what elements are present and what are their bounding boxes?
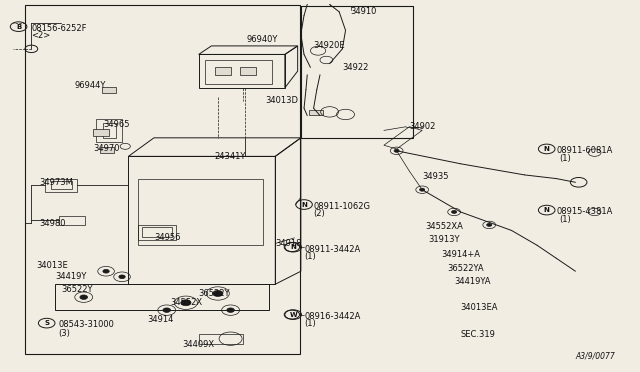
Circle shape	[163, 308, 171, 312]
Text: 34914: 34914	[148, 315, 174, 324]
Circle shape	[103, 269, 109, 273]
Text: 34419YA: 34419YA	[454, 277, 491, 286]
Circle shape	[394, 149, 399, 152]
Circle shape	[119, 275, 125, 279]
Text: 36522Y: 36522Y	[61, 285, 93, 294]
Text: (1): (1)	[304, 252, 316, 261]
Circle shape	[486, 224, 492, 227]
Text: <2>: <2>	[31, 31, 51, 41]
Text: 08911-1062G: 08911-1062G	[314, 202, 371, 211]
Text: 08911-3442A: 08911-3442A	[304, 244, 360, 253]
Text: 36522Y: 36522Y	[198, 289, 230, 298]
Text: 34910: 34910	[351, 7, 377, 16]
Bar	[51, 181, 72, 189]
Bar	[143, 227, 172, 237]
Bar	[308, 110, 323, 115]
Text: (3): (3)	[58, 328, 70, 338]
Text: 34935: 34935	[422, 172, 449, 181]
Text: 31913Y: 31913Y	[429, 235, 460, 244]
Bar	[103, 123, 116, 138]
Circle shape	[212, 291, 223, 296]
Text: (2): (2)	[314, 209, 325, 218]
Circle shape	[180, 300, 191, 306]
Text: 34013D: 34013D	[266, 96, 299, 105]
Text: (1): (1)	[304, 320, 316, 328]
Text: 34956: 34956	[154, 233, 180, 243]
Circle shape	[452, 211, 457, 214]
Text: W: W	[289, 312, 297, 318]
Text: 24341Y: 24341Y	[214, 152, 246, 161]
Text: 36522YA: 36522YA	[448, 264, 484, 273]
Bar	[60, 216, 85, 225]
Circle shape	[227, 308, 234, 312]
Bar	[97, 119, 122, 141]
Text: A3/9/0077: A3/9/0077	[575, 352, 615, 361]
Text: 08156-6252F: 08156-6252F	[31, 24, 87, 33]
Text: 34013EA: 34013EA	[461, 303, 498, 312]
Text: 34973M: 34973M	[39, 178, 73, 187]
Text: 34965: 34965	[103, 121, 129, 129]
Bar	[93, 129, 109, 136]
Text: 34970: 34970	[93, 144, 120, 153]
Text: 34918: 34918	[275, 239, 302, 248]
Text: 08915-4381A: 08915-4381A	[556, 208, 612, 217]
Bar	[100, 147, 114, 153]
Text: 96944Y: 96944Y	[74, 81, 106, 90]
Text: 34914+A: 34914+A	[442, 250, 481, 259]
Circle shape	[80, 295, 88, 299]
Text: 34920E: 34920E	[314, 41, 345, 50]
Bar	[198, 334, 243, 343]
Bar	[25, 5, 300, 353]
Text: 34980: 34980	[39, 219, 65, 228]
Text: (1): (1)	[559, 154, 572, 163]
Bar	[214, 67, 230, 75]
Text: S: S	[44, 320, 49, 326]
Text: 34409X: 34409X	[182, 340, 215, 349]
Text: 34419Y: 34419Y	[55, 272, 86, 281]
Bar	[138, 225, 176, 240]
Bar	[138, 179, 262, 245]
Bar	[240, 67, 256, 75]
Bar	[205, 60, 272, 84]
Bar	[102, 87, 116, 93]
Text: (1): (1)	[559, 215, 572, 224]
Text: N: N	[301, 202, 307, 208]
Text: 34902: 34902	[410, 122, 436, 131]
Bar	[45, 179, 77, 192]
Text: B: B	[16, 24, 21, 30]
Text: 34922: 34922	[342, 63, 369, 72]
Text: 96940Y: 96940Y	[246, 35, 278, 44]
Text: 08916-3442A: 08916-3442A	[304, 312, 360, 321]
Text: N: N	[544, 146, 550, 152]
Text: 08543-31000: 08543-31000	[58, 321, 114, 330]
Text: 34013E: 34013E	[36, 261, 68, 270]
Text: 34552XA: 34552XA	[426, 222, 463, 231]
Bar	[301, 6, 413, 138]
Text: N: N	[544, 207, 550, 213]
Text: N: N	[291, 244, 296, 250]
Circle shape	[420, 188, 425, 191]
Bar	[198, 54, 285, 88]
Text: 08911-6081A: 08911-6081A	[556, 146, 612, 155]
Text: SEC.319: SEC.319	[461, 330, 495, 339]
Text: 34552X: 34552X	[170, 298, 202, 307]
